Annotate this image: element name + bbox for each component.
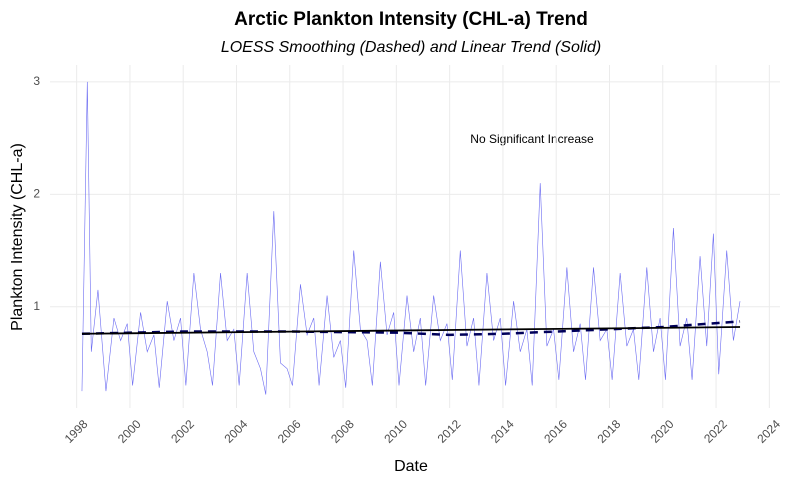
y-tick-label: 3	[33, 74, 40, 88]
x-tick-label: 2022	[701, 417, 730, 446]
x-tick-label: 2000	[115, 417, 144, 446]
x-tick-label: 2024	[754, 417, 783, 446]
x-tick-label: 2010	[381, 417, 410, 446]
series-line	[81, 81, 741, 395]
x-tick-label: 2020	[648, 417, 677, 446]
x-tick-label: 2002	[168, 417, 197, 446]
x-tick-label: 1998	[62, 417, 91, 446]
y-tick-label: 1	[33, 299, 40, 313]
x-tick-label: 2014	[488, 417, 517, 446]
y-tick-label: 2	[33, 186, 40, 200]
x-tick-label: 2016	[541, 417, 570, 446]
chart-title: Arctic Plankton Intensity (CHL-a) Trend	[234, 9, 588, 30]
x-tick-label: 2008	[328, 417, 357, 446]
x-tick-label: 2004	[222, 417, 251, 446]
x-tick-label: 2006	[275, 417, 304, 446]
chart-subtitle: LOESS Smoothing (Dashed) and Linear Tren…	[221, 39, 601, 56]
x-axis-title: Date	[394, 458, 428, 475]
series-line	[81, 326, 741, 335]
annotation: No Significant Increase	[470, 132, 594, 146]
y-axis-title: Plankton Intensity (CHL-a)	[9, 143, 26, 331]
x-tick-label: 2012	[435, 417, 464, 446]
x-tick-label: 2018	[595, 417, 624, 446]
